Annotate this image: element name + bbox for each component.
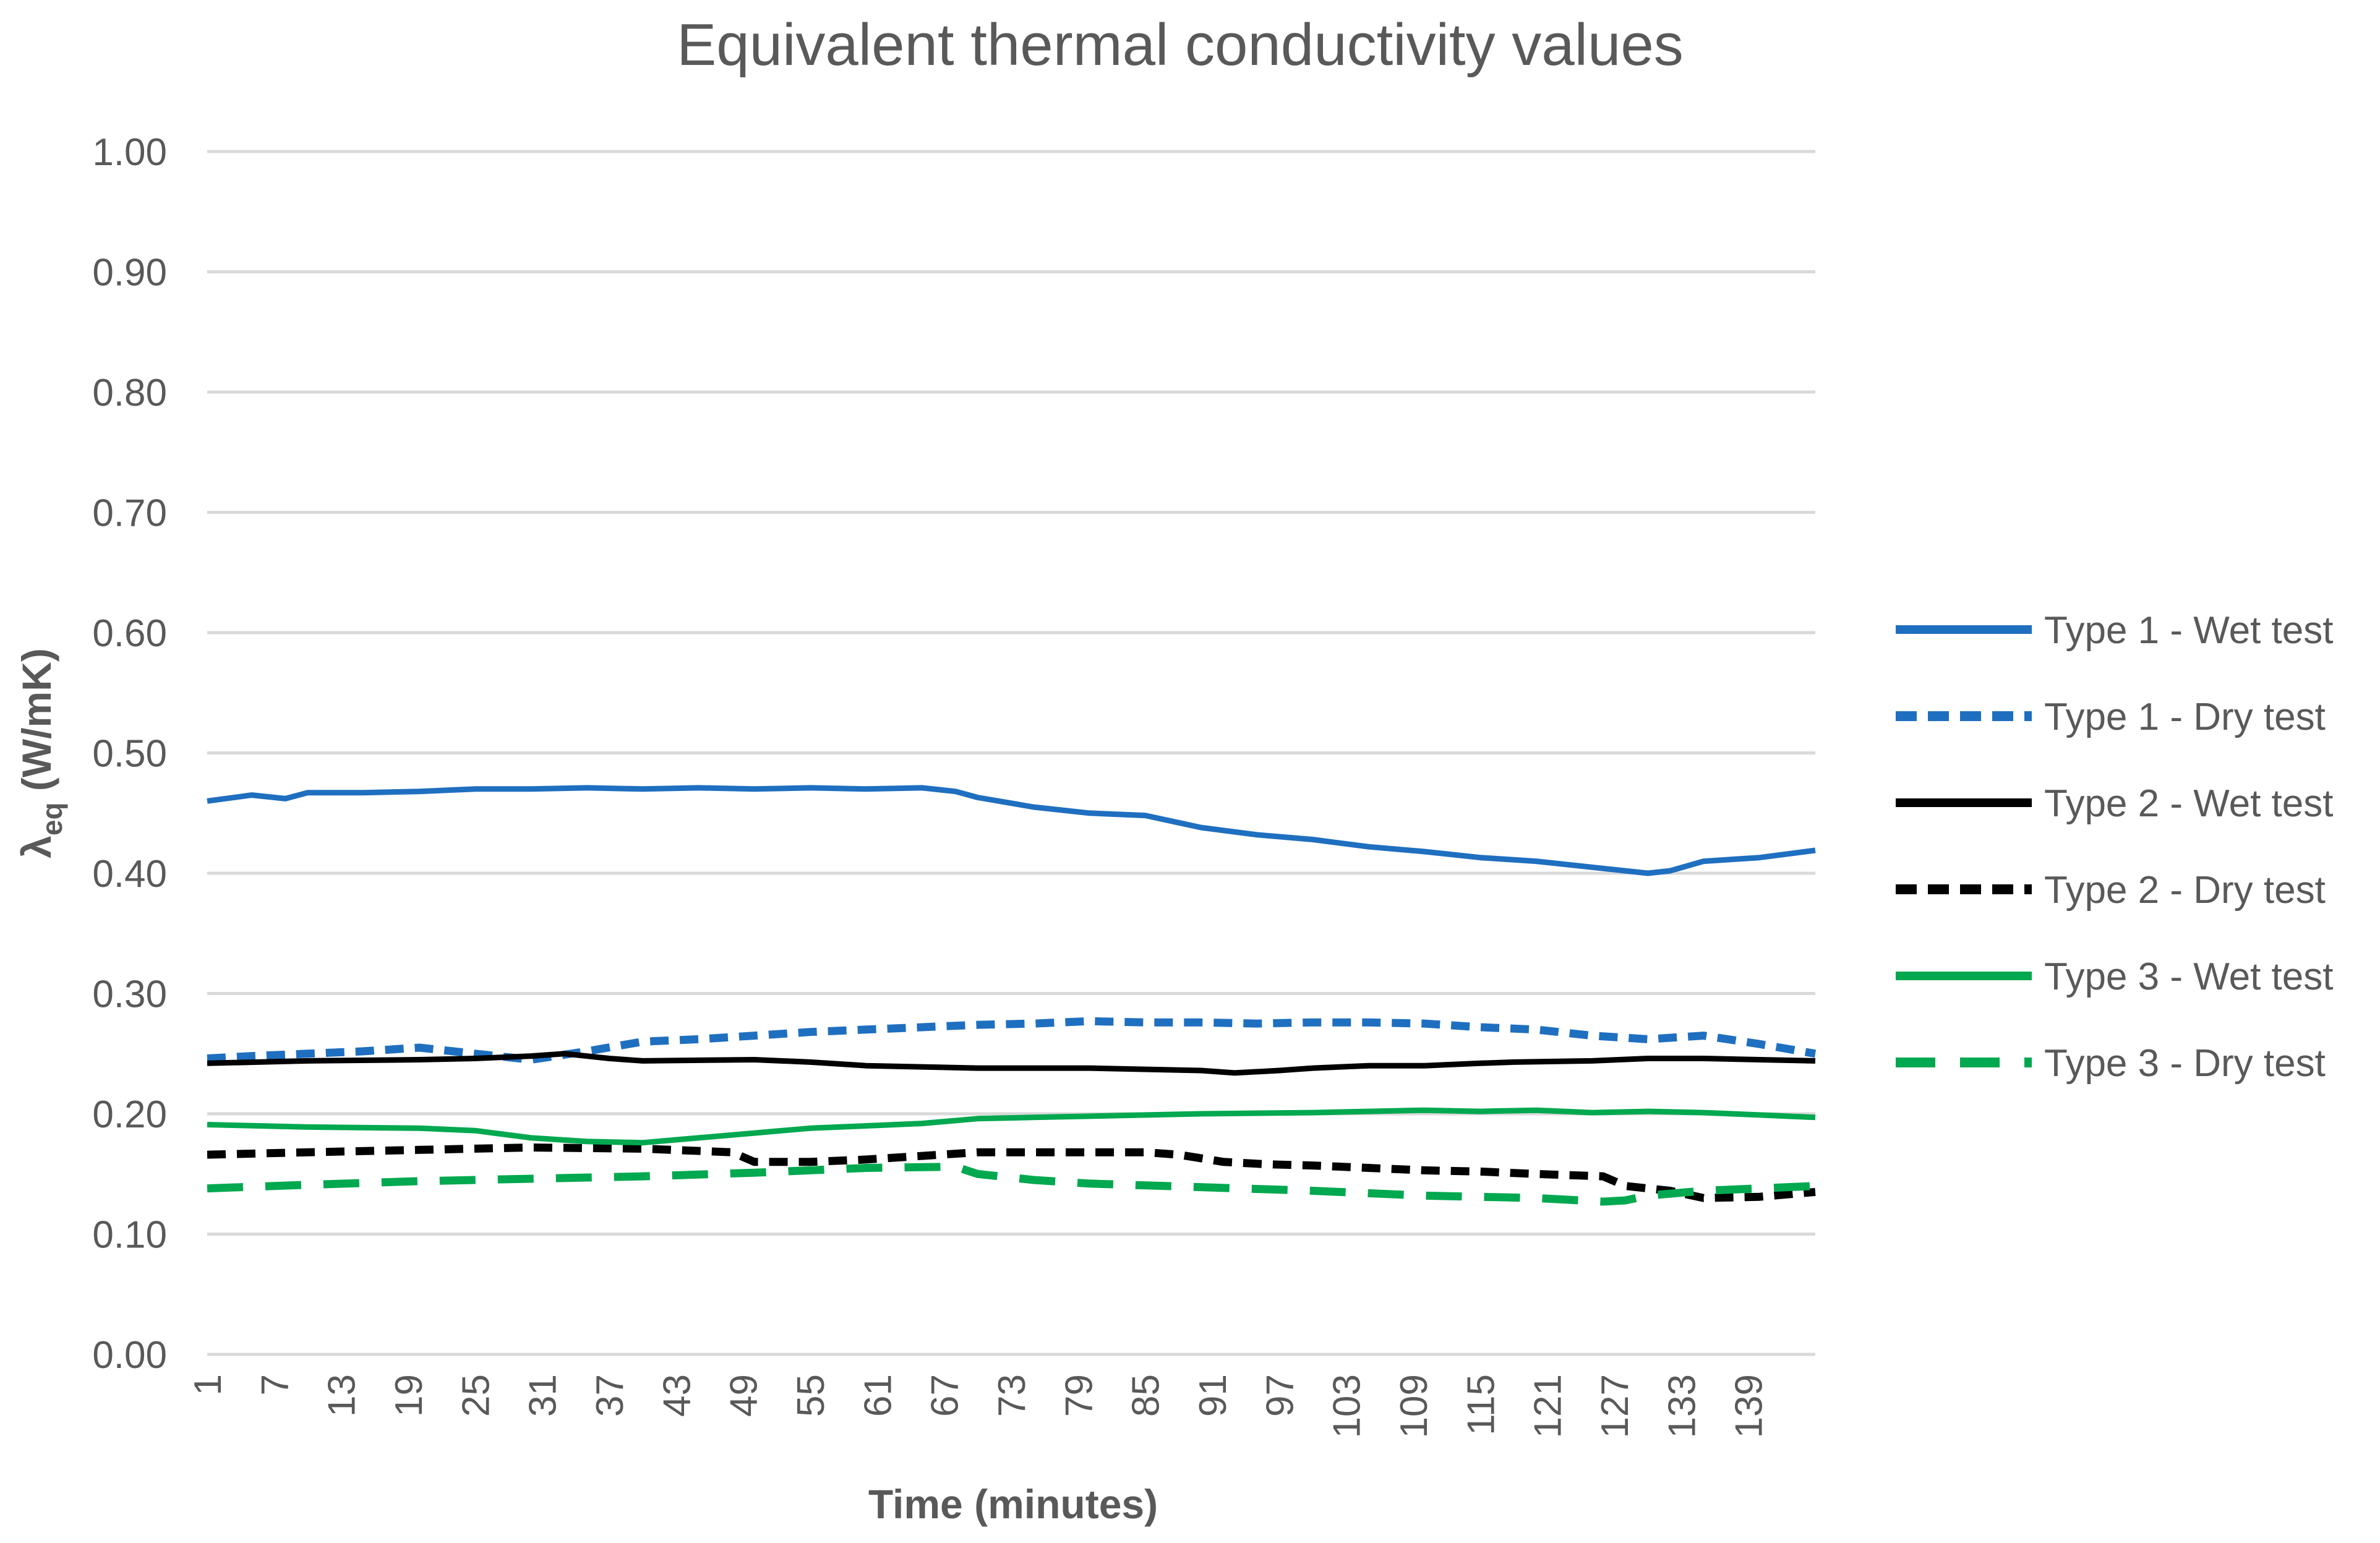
y-tick-label: 0.10 <box>92 1214 167 1257</box>
plot-area <box>207 785 1817 1206</box>
x-tick-label: 133 <box>1661 1374 1703 1438</box>
x-tick-label: 19 <box>388 1374 430 1417</box>
legend-label-1: Type 1 - Wet test <box>2044 609 2333 652</box>
y-tick-label: 0.90 <box>92 252 167 294</box>
x-tick-label: 103 <box>1326 1374 1369 1438</box>
series-line-4 <box>207 1143 1816 1202</box>
x-tick-label: 67 <box>924 1374 967 1417</box>
x-tick-label: 85 <box>1125 1374 1168 1417</box>
x-tick-label: 97 <box>1259 1374 1301 1417</box>
x-tick-label: 139 <box>1728 1374 1771 1438</box>
y-tick-label: 0.30 <box>92 973 167 1016</box>
series-line-2 <box>207 1017 1817 1064</box>
series-line-6 <box>207 1163 1816 1206</box>
y-axis-title-subscript: eq <box>36 802 68 836</box>
legend-label-3: Type 2 - Wet test <box>2044 782 2333 825</box>
x-tick-label: 43 <box>656 1374 698 1417</box>
y-tick-label: 0.40 <box>92 853 167 895</box>
legend-label-2: Type 1 - Dry test <box>2044 696 2326 738</box>
x-tick-label: 109 <box>1393 1374 1436 1438</box>
legend-label-6: Type 3 - Dry test <box>2044 1042 2326 1085</box>
x-tick-label: 25 <box>455 1374 497 1417</box>
legend-label-4: Type 2 - Dry test <box>2044 869 2326 912</box>
x-tick-label: 61 <box>857 1374 899 1417</box>
y-axis-title: λeq (W/mK) <box>14 648 68 858</box>
y-tick-label: 0.20 <box>92 1093 167 1136</box>
y-tick-label: 1.00 <box>92 131 167 174</box>
series-line-3 <box>207 1051 1816 1076</box>
x-tick-label: 37 <box>589 1374 631 1417</box>
y-tick-label: 0.60 <box>92 612 167 655</box>
x-tick-label: 79 <box>1058 1374 1100 1417</box>
x-tick-label: 91 <box>1192 1374 1235 1417</box>
chart-title: Equivalent thermal conductivity values <box>677 12 1684 78</box>
x-tick-label: 49 <box>723 1374 766 1417</box>
x-tick-label: 115 <box>1460 1374 1502 1435</box>
legend-label-5: Type 3 - Wet test <box>2044 955 2333 998</box>
x-tick-label: 7 <box>254 1374 296 1395</box>
y-axis-title-symbol: λ <box>14 836 59 858</box>
x-tick-label: 73 <box>991 1374 1034 1417</box>
y-axis-title-unit: (W/mK) <box>14 648 59 802</box>
legend: Type 1 - Wet test Type 1 - Dry test Type 2… <box>1896 609 2333 1085</box>
x-tick-label: 1 <box>187 1374 229 1395</box>
series-line-1 <box>207 785 1816 876</box>
x-tick-label: 31 <box>522 1374 565 1417</box>
x-tick-label: 127 <box>1594 1374 1637 1438</box>
y-tick-label: 0.80 <box>92 372 167 414</box>
y-tick-label: 0.50 <box>92 733 167 776</box>
series-line-5 <box>207 1107 1816 1146</box>
gridlines <box>207 150 1815 1356</box>
y-axis-tick-labels: 0.00 0.10 0.20 0.30 0.40 0.50 0.60 0.70 0.80 0.90… <box>92 131 167 1377</box>
y-tick-label: 0.00 <box>92 1334 167 1377</box>
y-tick-label: 0.70 <box>92 492 167 535</box>
x-axis-tick-labels: 1 7 13 19 25 31 37 43 49 55 61 67 73 79 85 91 97 103 109 11… <box>187 1374 1771 1438</box>
x-tick-label: 13 <box>321 1374 364 1417</box>
x-axis-title: Time (minutes) <box>868 1481 1158 1527</box>
x-tick-label: 121 <box>1527 1374 1570 1438</box>
x-tick-label: 55 <box>790 1374 833 1417</box>
